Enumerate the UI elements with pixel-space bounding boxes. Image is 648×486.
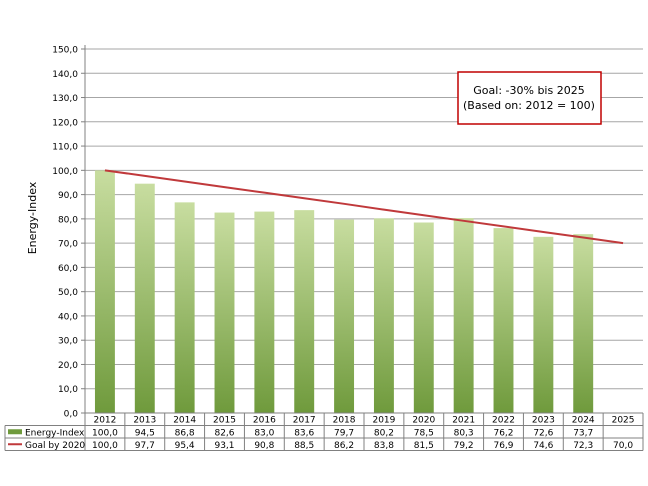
annotation-line-2: (Based on: 2012 = 100) (463, 99, 595, 112)
data-label: 80,2 (374, 428, 394, 438)
bar-series (94, 170, 594, 413)
x-tick-label: 2016 (253, 416, 276, 426)
bar (174, 202, 195, 413)
x-tick-label: 2025 (612, 416, 635, 426)
data-label: 97,7 (135, 441, 155, 451)
data-label: 93,1 (214, 441, 234, 451)
annotation-box: Goal: -30% bis 2025 (Based on: 2012 = 10… (457, 71, 602, 125)
data-label: 86,2 (334, 441, 354, 451)
y-tick-label: 150,0 (52, 46, 78, 56)
y-tick-label: 70,0 (58, 240, 78, 250)
y-tick-label: 50,0 (58, 288, 78, 298)
data-label: 82,6 (214, 428, 234, 438)
bar (254, 211, 275, 413)
data-label: 83,8 (374, 441, 394, 451)
y-tick-label: 110,0 (52, 143, 78, 153)
y-tick-label: 60,0 (58, 264, 78, 274)
data-label: 83,0 (254, 428, 274, 438)
annotation-line-1: Goal: -30% bis 2025 (473, 84, 584, 97)
x-tick-label: 2015 (213, 416, 236, 426)
bar (94, 170, 115, 413)
data-label: 76,9 (493, 441, 513, 451)
data-table: 2012 2013 2014 2015 2016 2017 2018 2019 2020 2021… (4, 413, 644, 451)
y-tick-label: 130,0 (52, 94, 78, 104)
data-label: 86,8 (175, 428, 195, 438)
data-label: 95,4 (175, 441, 195, 451)
data-label: 83,6 (294, 428, 314, 438)
x-tick-label: 2013 (133, 416, 156, 426)
y-tick-label: 40,0 (58, 312, 78, 322)
x-tick-label: 2023 (532, 416, 555, 426)
x-tick-label: 2012 (93, 416, 116, 426)
bar (493, 228, 514, 413)
x-tick-label: 2020 (412, 416, 435, 426)
data-label: 88,5 (294, 441, 314, 451)
y-tick-label: 0,0 (64, 410, 79, 420)
data-label: 70,0 (613, 441, 633, 451)
legend-label: Goal by 2020 (25, 441, 85, 451)
bar (134, 183, 155, 413)
bar (294, 210, 315, 413)
data-label: 100,0 (92, 441, 118, 451)
data-label: 76,2 (493, 428, 513, 438)
x-tick-label: 2024 (572, 416, 595, 426)
bar (533, 236, 554, 413)
data-label: 78,5 (414, 428, 434, 438)
data-label: 74,6 (533, 441, 553, 451)
bar (413, 222, 434, 413)
data-label: 90,8 (254, 441, 274, 451)
data-label: 81,5 (414, 441, 434, 451)
x-tick-label: 2019 (372, 416, 395, 426)
y-tick-label: 30,0 (58, 337, 78, 347)
data-label: 72,6 (533, 428, 553, 438)
data-label: 79,2 (454, 441, 474, 451)
y-tick-label: 100,0 (52, 167, 78, 177)
bar (214, 212, 235, 413)
data-label: 100,0 (92, 428, 118, 438)
x-tick-label: 2017 (293, 416, 316, 426)
x-tick-label: 2014 (173, 416, 196, 426)
bar (573, 234, 594, 413)
bar (373, 218, 394, 413)
legend-swatch-bar (8, 429, 22, 435)
y-tick-label: 80,0 (58, 215, 78, 225)
axes: 0,0 10,0 20,0 30,0 40,0 50,0 60,0 70,0 80,0 90,0 1… (52, 45, 643, 420)
data-label: 80,3 (454, 428, 474, 438)
data-label: 79,7 (334, 428, 354, 438)
y-tick-label: 140,0 (52, 70, 78, 80)
bar (453, 218, 474, 413)
y-tick-label: 10,0 (58, 385, 78, 395)
y-tick-label: 20,0 (58, 361, 78, 371)
data-label: 73,7 (573, 428, 593, 438)
y-tick-label: 90,0 (58, 191, 78, 201)
y-axis-label: Energy-Index (26, 181, 39, 254)
data-label: 94,5 (135, 428, 155, 438)
x-tick-label: 2022 (492, 416, 515, 426)
x-tick-label: 2018 (333, 416, 356, 426)
y-tick-label: 120,0 (52, 118, 78, 128)
data-label: 72,3 (573, 441, 593, 451)
goal-line-series (104, 169, 624, 245)
bar (334, 219, 355, 413)
x-tick-label: 2021 (452, 416, 475, 426)
goal-line (104, 169, 624, 245)
legend-label: Energy-Index (25, 428, 85, 438)
